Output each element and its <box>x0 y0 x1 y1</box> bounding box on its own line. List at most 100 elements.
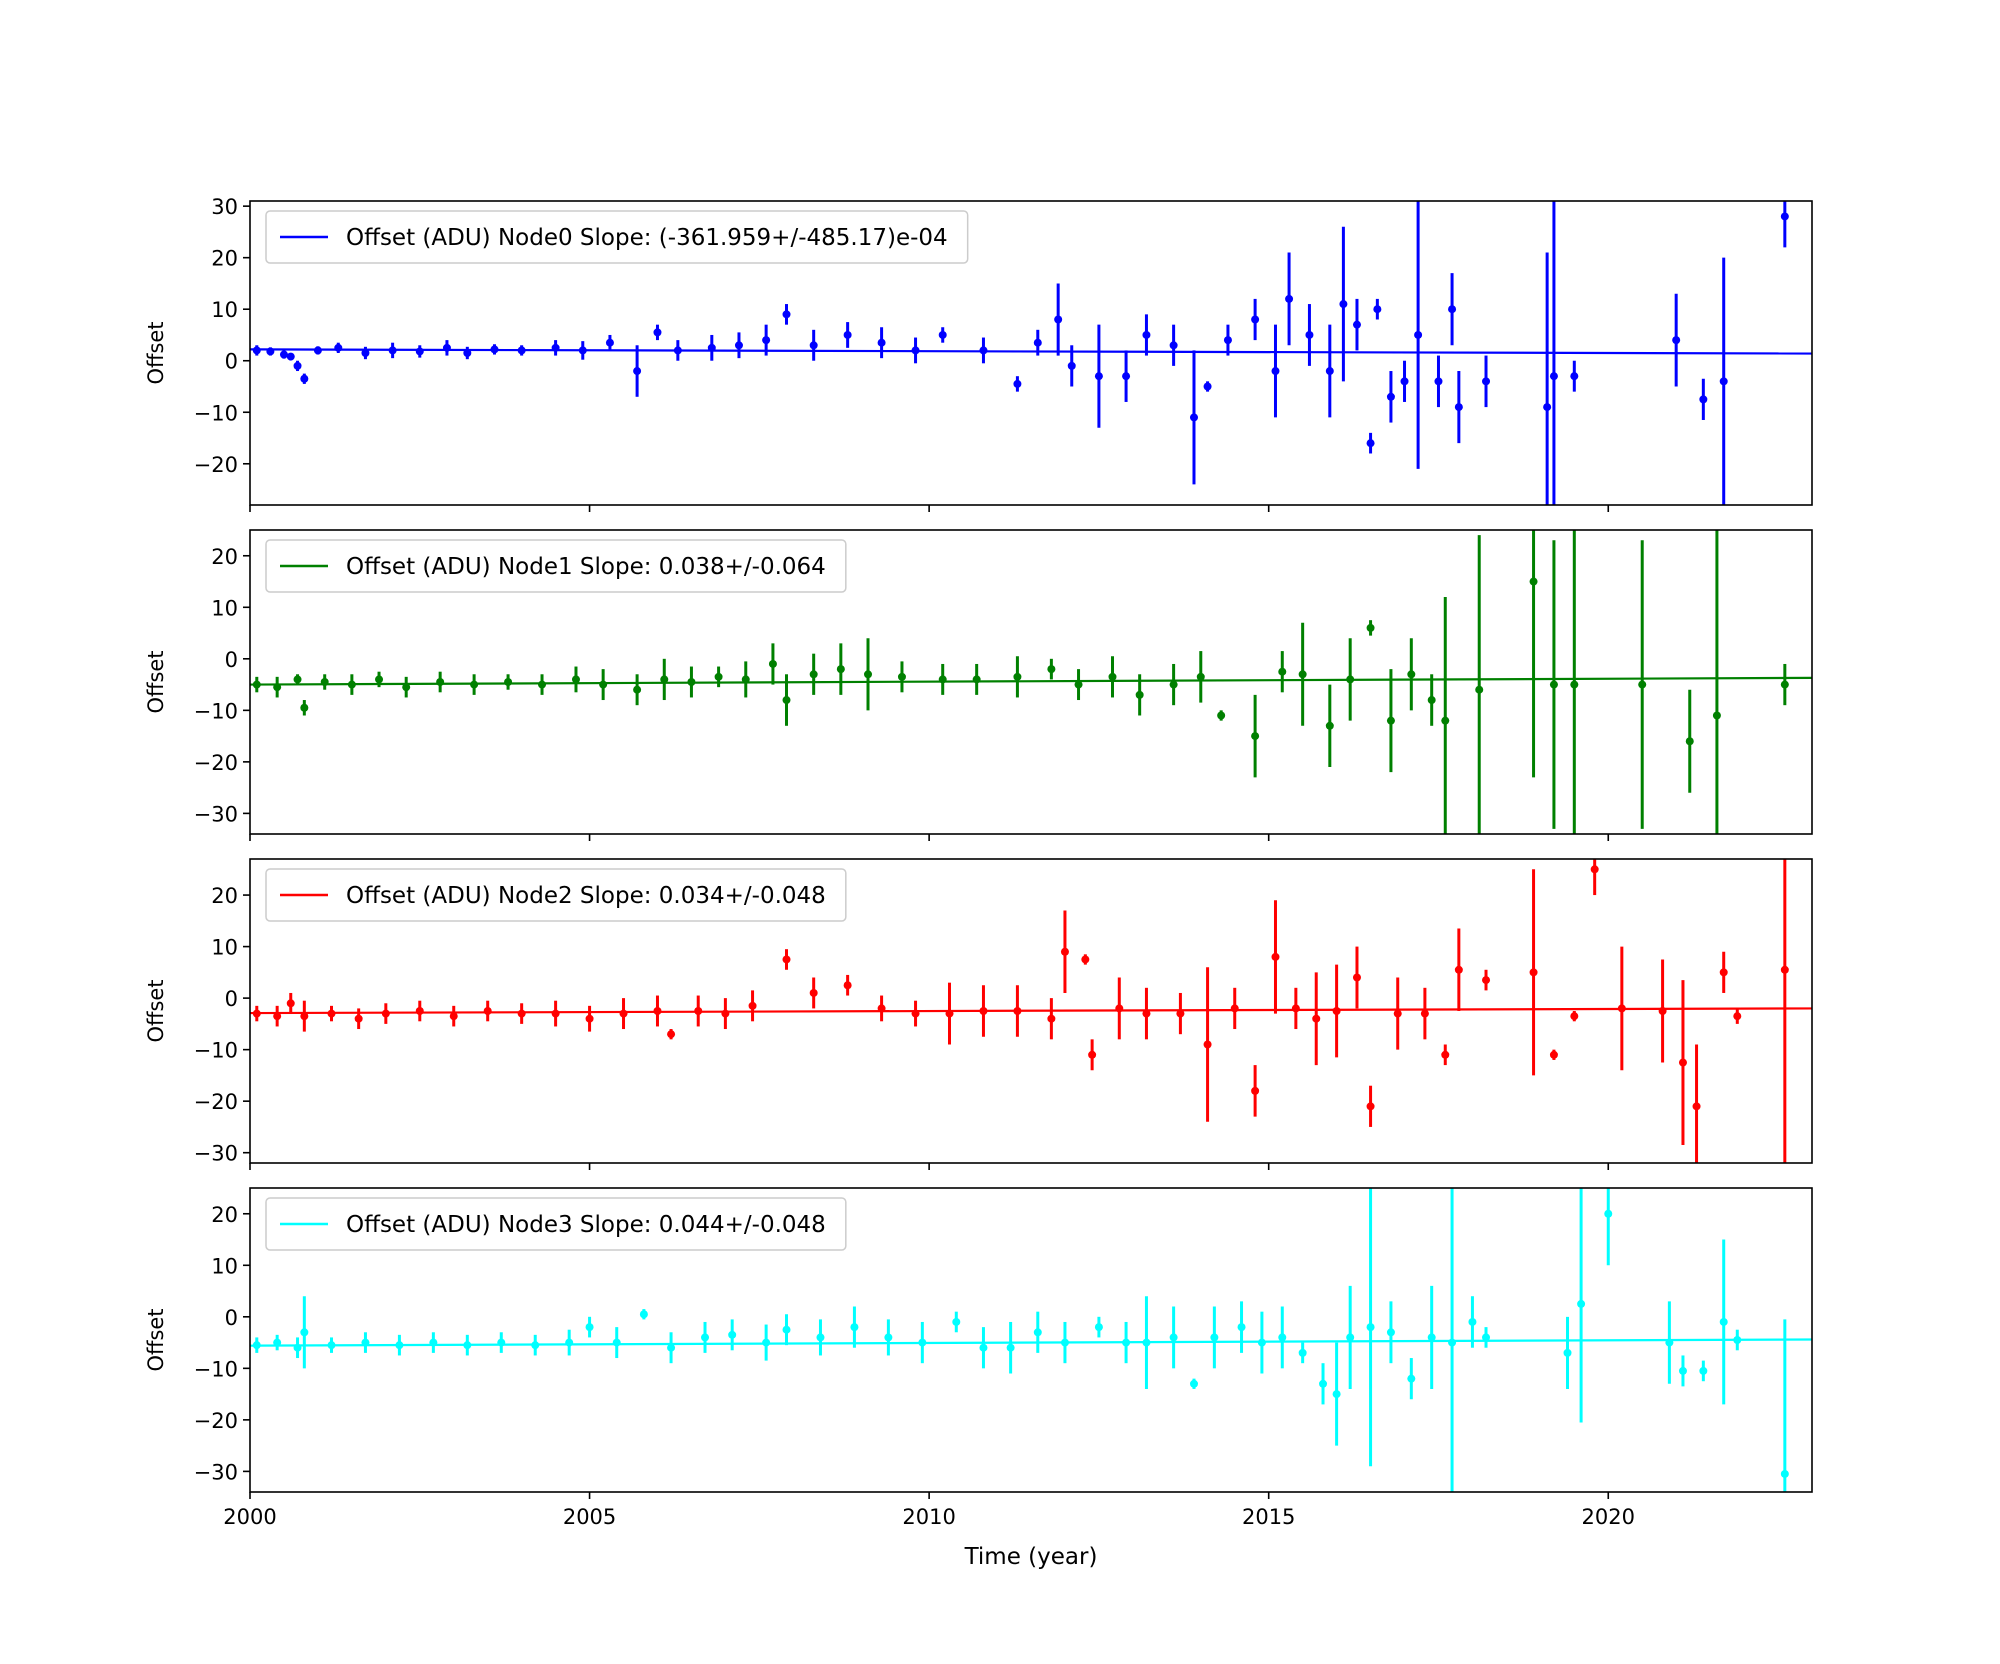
data-point <box>1251 732 1260 741</box>
data-point <box>1733 1336 1742 1344</box>
y-tick-label: −10 <box>194 1039 238 1063</box>
node0-x-ticks <box>249 505 1610 512</box>
data-point <box>728 1330 737 1339</box>
data-point <box>463 1341 472 1350</box>
y-tick-label: 20 <box>211 884 238 908</box>
node3-legend: Offset (ADU) Node3 Slope: 0.044+/-0.048 <box>265 1197 847 1251</box>
node2-x-ticks <box>249 1163 1610 1170</box>
data-point <box>694 1007 703 1015</box>
data-point <box>1665 1338 1674 1347</box>
fit-line <box>249 1007 1813 1015</box>
data-point <box>721 1009 730 1018</box>
data-point <box>1373 305 1382 314</box>
data-point <box>381 1009 390 1018</box>
fit-line <box>249 1338 1813 1347</box>
node1-panel: −30 −20 −10 0 10 20 Offset Offset (ADU) Node1… <box>144 529 1813 841</box>
data-point <box>1108 672 1117 681</box>
data-point <box>1135 690 1144 699</box>
data-point <box>843 981 852 990</box>
data-point <box>517 1009 526 1018</box>
data-point <box>1386 392 1395 401</box>
node0-legend: Offset (ADU) Node0 Slope: (-361.959+/-48… <box>265 210 969 264</box>
data-point <box>1305 330 1314 339</box>
data-point <box>517 346 526 355</box>
data-point <box>633 685 642 694</box>
data-point <box>1549 1050 1558 1059</box>
data-point <box>660 675 669 684</box>
data-point <box>490 345 499 354</box>
data-point <box>1414 330 1423 339</box>
y-tick-label: 10 <box>211 936 238 960</box>
data-point <box>1678 1366 1687 1375</box>
node3-axes-frame <box>249 1187 1813 1493</box>
data-point <box>1719 968 1728 977</box>
data-point <box>273 1012 282 1021</box>
data-point <box>1067 361 1076 370</box>
data-point <box>707 343 716 352</box>
data-point <box>782 310 791 319</box>
node3-legend-label: Offset (ADU) Node3 Slope: 0.044+/-0.048 <box>346 1212 826 1238</box>
y-tick-label: 0 <box>225 987 238 1011</box>
node1-legend: Offset (ADU) Node1 Slope: 0.038+/-0.064 <box>265 539 847 593</box>
data-point <box>1176 1009 1185 1018</box>
data-point <box>551 1009 560 1018</box>
data-point <box>938 330 947 339</box>
data-point <box>1549 372 1558 381</box>
x-tick-label: 2020 <box>1582 1505 1635 1529</box>
data-point <box>1482 976 1491 985</box>
data-point <box>1685 737 1694 746</box>
data-point <box>1325 721 1334 730</box>
data-point <box>273 683 282 692</box>
data-point <box>1094 372 1103 381</box>
data-point <box>1332 1390 1341 1399</box>
data-point <box>327 1341 336 1350</box>
data-point <box>497 1338 506 1347</box>
data-point <box>701 1333 710 1342</box>
data-point <box>1366 623 1375 632</box>
data-point <box>1346 675 1355 684</box>
x-tick-label: 2010 <box>902 1505 955 1529</box>
y-tick-label: 20 <box>211 545 238 569</box>
data-point <box>1033 338 1042 347</box>
data-point <box>1346 1333 1355 1342</box>
data-point <box>809 988 818 997</box>
data-point <box>667 1343 676 1352</box>
node1-legend-box <box>265 539 847 593</box>
data-point <box>470 680 479 689</box>
y-tick-label: −10 <box>194 699 238 723</box>
data-point <box>1475 685 1484 694</box>
data-point <box>279 350 288 359</box>
data-point <box>1454 403 1463 412</box>
data-point <box>836 665 845 674</box>
data-point <box>884 1333 893 1342</box>
data-point <box>1033 1328 1042 1337</box>
data-point <box>782 696 791 705</box>
data-point <box>918 1338 927 1347</box>
data-point <box>483 1007 492 1015</box>
x-tick-label: 2000 <box>223 1505 276 1529</box>
node1-y-axis: −30 −20 −10 0 10 20 <box>194 545 250 826</box>
data-point <box>1427 1333 1436 1342</box>
y-tick-label: 0 <box>225 1306 238 1330</box>
data-point <box>334 343 343 352</box>
node1-axes-frame <box>249 529 1813 835</box>
data-point <box>972 675 981 684</box>
node2-legend-label: Offset (ADU) Node2 Slope: 0.034+/-0.048 <box>346 883 826 909</box>
data-point <box>1441 716 1450 725</box>
data-point <box>313 346 322 355</box>
data-point <box>1352 320 1361 329</box>
data-point <box>1366 1323 1375 1332</box>
data-point <box>252 1009 261 1018</box>
data-point <box>327 1009 336 1018</box>
y-tick-label: 10 <box>211 1254 238 1278</box>
data-point <box>653 1007 662 1015</box>
data-point <box>1427 696 1436 705</box>
data-point <box>1298 1348 1307 1357</box>
data-point <box>748 1001 757 1010</box>
data-point <box>286 999 295 1008</box>
data-point <box>1169 680 1178 689</box>
node2-legend-box <box>265 868 847 922</box>
y-tick-label: −20 <box>194 453 238 477</box>
y-tick-label: −20 <box>194 1090 238 1114</box>
